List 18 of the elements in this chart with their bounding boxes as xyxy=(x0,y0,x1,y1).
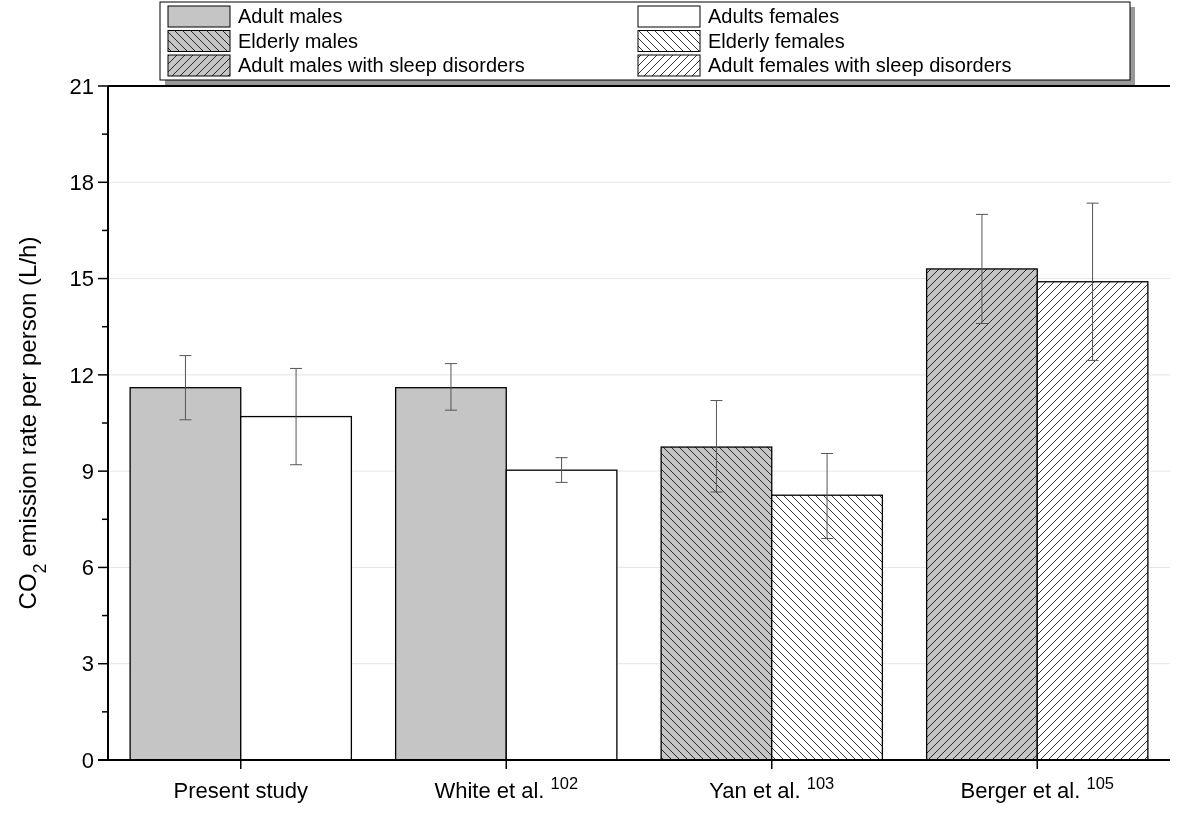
x-tick-label: White et al. $^{102}$ xyxy=(434,774,579,803)
legend-label: Elderly males xyxy=(238,29,359,52)
legend-label: Adult males xyxy=(238,5,343,27)
x-tick-label: Yan et al. $^{103}$ xyxy=(709,774,835,803)
legend-label: Elderly females xyxy=(708,29,845,52)
x-tick-label: Berger et al. $^{105}$ xyxy=(960,774,1114,803)
y-tick-label: 18 xyxy=(69,169,94,195)
legend-label: Adults females xyxy=(708,5,840,27)
y-tick-label: 0 xyxy=(81,747,94,773)
legend-label: Adult males with sleep disorders xyxy=(238,54,525,76)
x-tick-label: Present study xyxy=(173,778,309,803)
legend-label: Adult females with sleep disorders xyxy=(708,54,1012,76)
y-tick-label: 15 xyxy=(69,266,94,292)
y-tick-label: 3 xyxy=(81,651,94,677)
y-tick-label: 6 xyxy=(81,555,94,581)
y-tick-label: 9 xyxy=(81,458,94,484)
y-tick-label: 12 xyxy=(69,362,94,388)
y-tick-label: 21 xyxy=(69,73,94,99)
